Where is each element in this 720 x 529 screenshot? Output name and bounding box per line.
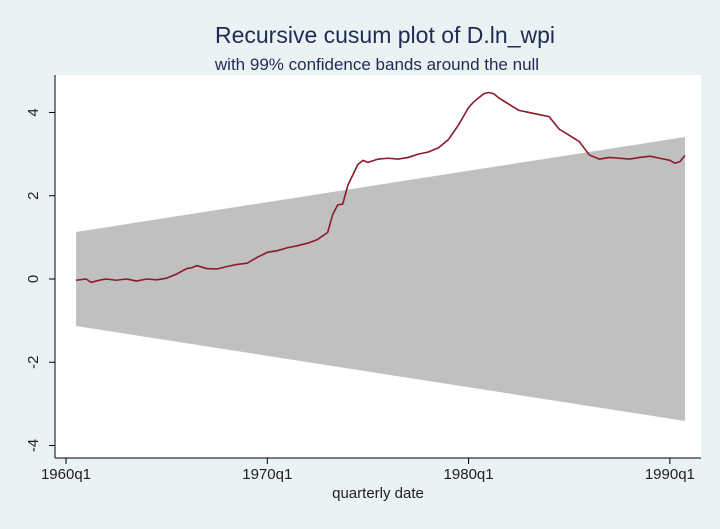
y-tick-label: -4 xyxy=(25,439,42,452)
y-tick-label: 0 xyxy=(25,275,42,283)
x-tick-label: 1960q1 xyxy=(41,466,91,483)
x-tick-label: 1980q1 xyxy=(444,466,494,483)
y-axis-ticks: -4 -2 0 2 4 xyxy=(25,108,55,452)
series-layer xyxy=(75,91,686,284)
y-tick-label: 4 xyxy=(25,108,42,116)
cusum-line xyxy=(75,91,686,284)
x-tick-label: 1970q1 xyxy=(242,466,292,483)
y-tick-label: 2 xyxy=(25,192,42,200)
confidence-band xyxy=(76,137,685,421)
confidence-band-layer xyxy=(76,137,685,421)
x-axis-title: quarterly date xyxy=(332,485,424,502)
chart-title: Recursive cusum plot of D.ln_wpi xyxy=(215,22,555,48)
x-tick-label: 1990q1 xyxy=(645,466,695,483)
chart-subtitle: with 99% confidence bands around the nul… xyxy=(214,55,539,74)
x-axis-ticks: 1960q1 1970q1 1980q1 1990q1 xyxy=(41,458,695,483)
y-tick-label: -2 xyxy=(25,356,42,369)
